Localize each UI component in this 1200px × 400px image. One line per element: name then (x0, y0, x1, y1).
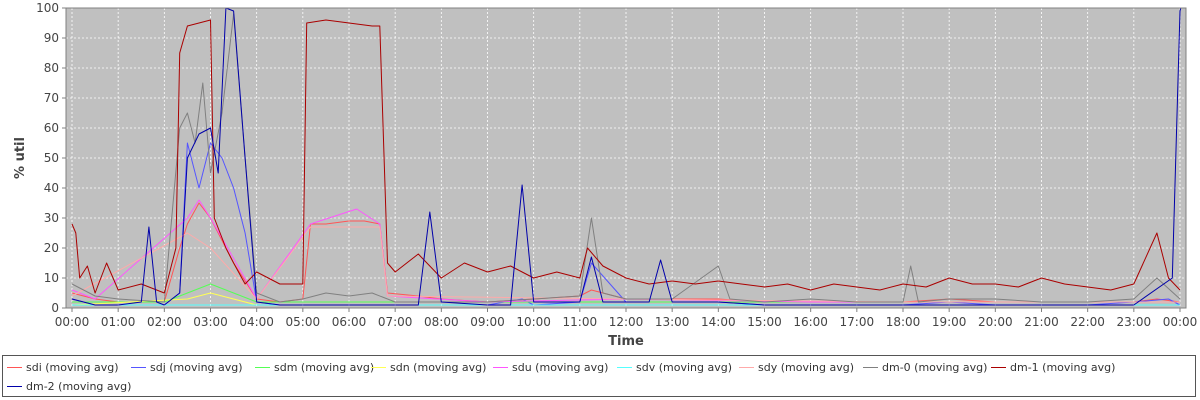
x-tick-label: 00:00 (55, 315, 90, 329)
legend-swatch (863, 366, 878, 368)
x-tick-label: 01:00 (101, 315, 136, 329)
x-tick-label: 23:00 (1117, 315, 1152, 329)
y-tick-label: 90 (44, 31, 59, 45)
series-line-9 (71, 7, 1182, 306)
x-tick-label: 21:00 (1024, 315, 1059, 329)
legend-label: dm-2 (moving avg) (26, 379, 132, 393)
legend-swatch (255, 366, 270, 368)
legend-item: sdn (moving avg) (371, 358, 486, 376)
x-tick-label: 16:00 (793, 315, 828, 329)
y-tick-label: 30 (44, 211, 59, 225)
x-tick-label: 10:00 (516, 315, 551, 329)
legend-label: sdu (moving avg) (512, 360, 609, 374)
y-tick-label: 60 (44, 121, 59, 135)
legend-swatch (991, 366, 1006, 368)
legend-label: sdn (moving avg) (390, 360, 487, 374)
legend-label: dm-0 (moving avg) (882, 360, 988, 374)
x-tick-label: 19:00 (932, 315, 967, 329)
legend-item: sdy (moving avg) (739, 358, 854, 376)
x-tick-label: 11:00 (563, 315, 598, 329)
x-axis-title: Time (608, 334, 644, 349)
legend-label: sdv (moving avg) (636, 360, 732, 374)
series-lines (71, 7, 1182, 306)
x-tick-label: 15:00 (747, 315, 782, 329)
legend-swatch (617, 366, 632, 368)
legend-label: sdj (moving avg) (150, 360, 243, 374)
series-line-8 (71, 19, 1181, 294)
x-tick-label: 13:00 (655, 315, 690, 329)
legend-item: sdm (moving avg) (255, 358, 374, 376)
legend-swatch (7, 366, 22, 368)
series-line-6 (71, 226, 1180, 303)
legend-item: sdu (moving avg) (493, 358, 608, 376)
y-tick-label: 20 (44, 241, 59, 255)
x-tick-label: 12:00 (609, 315, 644, 329)
x-tick-label: 20:00 (978, 315, 1013, 329)
legend-item: sdi (moving avg) (7, 358, 119, 376)
x-tick-label: 07:00 (378, 315, 413, 329)
legend-item: sdv (moving avg) (617, 358, 732, 376)
y-tick-label: 100 (36, 1, 59, 15)
y-tick-label: 80 (44, 61, 59, 75)
plot-border (65, 7, 1187, 309)
line-chart: 0 10 20 30 40 50 60 70 80 90 100 00:00 01:00 02:00 03:… (13, 1, 1197, 349)
x-tick-label: 06:00 (332, 315, 367, 329)
y-axis-title: % util (13, 137, 28, 179)
x-tick-label: 09:00 (470, 315, 505, 329)
x-tick-label: 04:00 (239, 315, 274, 329)
legend-swatch (371, 366, 386, 368)
legend-item: dm-2 (moving avg) (7, 377, 131, 395)
legend-item: dm-0 (moving avg) (863, 358, 987, 376)
legend-swatch (739, 366, 754, 368)
x-tick-label: 22:00 (1070, 315, 1105, 329)
legend-label: sdm (moving avg) (274, 360, 375, 374)
axes: 0 10 20 30 40 50 60 70 80 90 100 00:00 01:00 02:00 03:… (36, 1, 1197, 329)
legend-swatch (7, 385, 22, 387)
y-tick-label: 40 (44, 181, 59, 195)
x-tick-label: 05:00 (286, 315, 321, 329)
x-tick-label: 03:00 (193, 315, 228, 329)
x-tick-label: 17:00 (840, 315, 875, 329)
legend-label: dm-1 (moving avg) (1010, 360, 1116, 374)
y-tick-label: 10 (44, 271, 59, 285)
legend-label: sdi (moving avg) (26, 360, 119, 374)
x-tick-label: 14:00 (701, 315, 736, 329)
y-tick-label: 50 (44, 151, 59, 165)
legend-item: sdj (moving avg) (131, 358, 243, 376)
legend: sdi (moving avg) sdj (moving avg) sdm (mov… (2, 355, 1196, 397)
y-tick-label: 0 (51, 301, 59, 315)
y-tick-label: 70 (44, 91, 59, 105)
x-tick-label: 00:00 (1163, 315, 1198, 329)
legend-swatch (131, 366, 146, 368)
x-tick-label: 02:00 (147, 315, 182, 329)
legend-label: sdy (moving avg) (758, 360, 854, 374)
x-tick-label: 18:00 (886, 315, 921, 329)
legend-item: dm-1 (moving avg) (991, 358, 1115, 376)
x-tick-label: 08:00 (424, 315, 459, 329)
legend-swatch (493, 366, 508, 368)
